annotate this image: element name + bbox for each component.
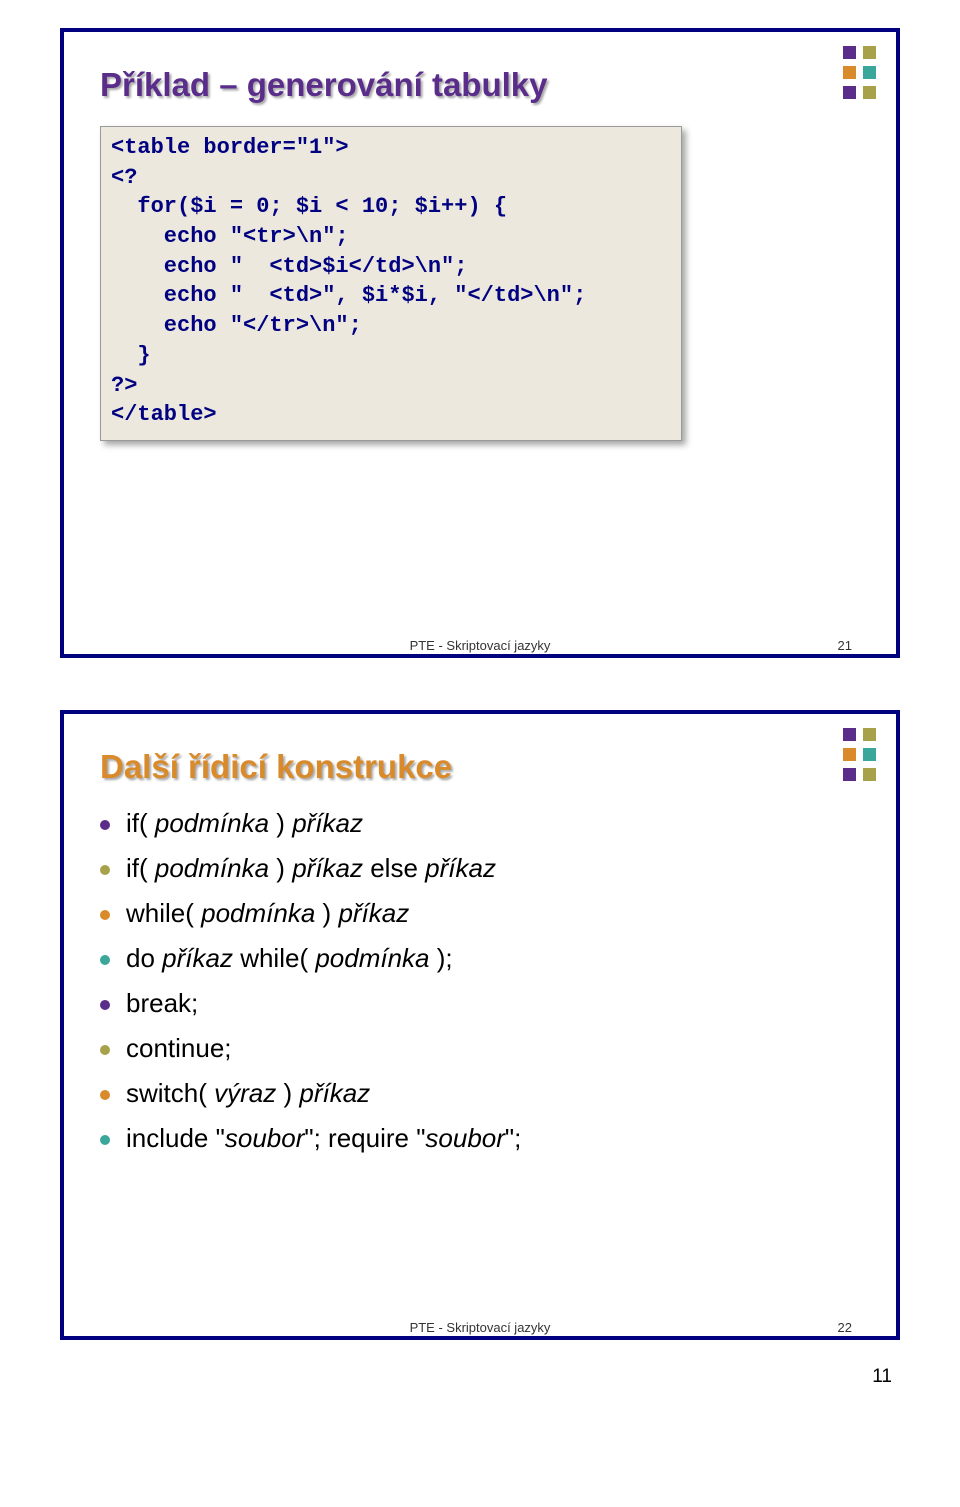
bullet-dot-icon <box>100 1045 110 1055</box>
slide-1-title: Příklad – generování tabulky <box>100 66 860 104</box>
bullet-item: if( podmínka ) příkaz <box>100 808 860 839</box>
code-block: <table border="1"> <? for($i = 0; $i < 1… <box>100 126 682 441</box>
bullet-text: while( podmínka ) příkaz <box>126 898 409 929</box>
bullet-dot-icon <box>100 820 110 830</box>
bullet-text: if( podmínka ) příkaz <box>126 808 363 839</box>
bullet-dot-icon <box>100 1135 110 1145</box>
bullet-text: continue; <box>126 1033 232 1064</box>
bullet-text: include "soubor"; require "soubor"; <box>126 1123 521 1154</box>
bullet-text: if( podmínka ) příkaz else příkaz <box>126 853 496 884</box>
bullet-item: break; <box>100 988 860 1019</box>
bullet-text: break; <box>126 988 198 1019</box>
bullet-dot-icon <box>100 1090 110 1100</box>
bullet-dot-icon <box>100 955 110 965</box>
footer-text: PTE - Skriptovací jazyky <box>410 1320 551 1335</box>
bullet-text: do příkaz while( podmínka ); <box>126 943 453 974</box>
corner-decoration <box>843 46 876 99</box>
footer-page-number: 22 <box>838 1320 852 1335</box>
bullet-list: if( podmínka ) příkaz if( podmínka ) přík… <box>100 808 860 1154</box>
slide-1-frame: Příklad – generování tabulky <table bord… <box>60 28 900 658</box>
bullet-dot-icon <box>100 1000 110 1010</box>
slide-2-container: Další řídicí konstrukce if( podmínka ) p… <box>0 698 960 1428</box>
footer-page-number: 21 <box>838 638 852 653</box>
footer-text: PTE - Skriptovací jazyky <box>410 638 551 653</box>
bullet-dot-icon <box>100 865 110 875</box>
slide-2-title: Další řídicí konstrukce <box>100 748 860 786</box>
bullet-item: continue; <box>100 1033 860 1064</box>
bullet-item: if( podmínka ) příkaz else příkaz <box>100 853 860 884</box>
bullet-dot-icon <box>100 910 110 920</box>
slide-2-frame: Další řídicí konstrukce if( podmínka ) p… <box>60 710 900 1340</box>
document-page-number: 11 <box>60 1366 900 1388</box>
corner-decoration <box>843 728 876 781</box>
bullet-text: switch( výraz ) příkaz <box>126 1078 370 1109</box>
bullet-item: while( podmínka ) příkaz <box>100 898 860 929</box>
slide-1-container: Příklad – generování tabulky <table bord… <box>0 0 960 698</box>
bullet-item: do příkaz while( podmínka ); <box>100 943 860 974</box>
bullet-item: switch( výraz ) příkaz <box>100 1078 860 1109</box>
bullet-item: include "soubor"; require "soubor"; <box>100 1123 860 1154</box>
